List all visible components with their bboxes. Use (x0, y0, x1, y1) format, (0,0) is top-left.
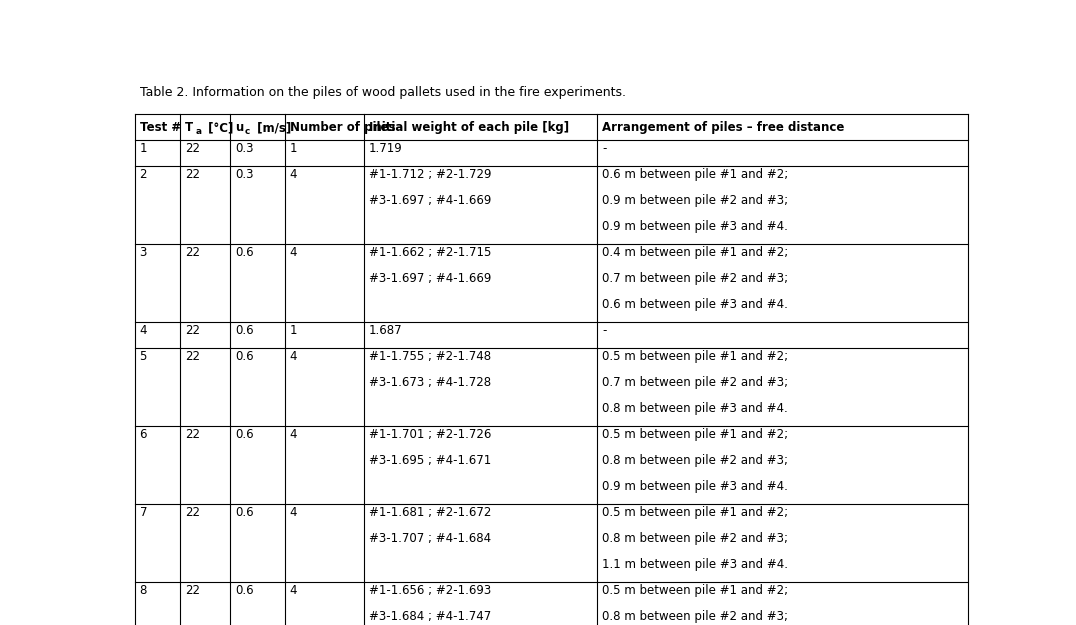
Text: 22: 22 (185, 584, 200, 597)
Text: 8: 8 (140, 584, 147, 597)
Text: c: c (244, 127, 250, 136)
Text: #1-1.701 ; #2-1.726: #1-1.701 ; #2-1.726 (369, 428, 492, 441)
Text: 0.6: 0.6 (236, 350, 254, 363)
Text: #3-1.673 ; #4-1.728: #3-1.673 ; #4-1.728 (369, 376, 491, 389)
Text: -: - (603, 324, 607, 338)
Text: u: u (236, 121, 243, 134)
Text: #1-1.712 ; #2-1.729: #1-1.712 ; #2-1.729 (369, 168, 492, 181)
Text: 7: 7 (140, 506, 147, 519)
Text: 4: 4 (289, 584, 297, 597)
Text: 1: 1 (140, 142, 147, 156)
Text: 0.3: 0.3 (236, 142, 254, 156)
Text: #3-1.707 ; #4-1.684: #3-1.707 ; #4-1.684 (369, 532, 491, 545)
Text: 22: 22 (185, 168, 200, 181)
Text: #1-1.681 ; #2-1.672: #1-1.681 ; #2-1.672 (369, 506, 492, 519)
Text: 0.8 m between pile #3 and #4.: 0.8 m between pile #3 and #4. (603, 402, 788, 415)
Text: 4: 4 (289, 350, 297, 363)
Text: 0.6: 0.6 (236, 506, 254, 519)
Text: T: T (185, 121, 194, 134)
Text: 6: 6 (140, 428, 147, 441)
Text: 0.9 m between pile #3 and #4.: 0.9 m between pile #3 and #4. (603, 221, 789, 233)
Text: 0.4 m between pile #1 and #2;: 0.4 m between pile #1 and #2; (603, 246, 789, 259)
Text: 1: 1 (289, 142, 297, 156)
Text: 5: 5 (140, 350, 147, 363)
Text: 1.1 m between pile #3 and #4.: 1.1 m between pile #3 and #4. (603, 558, 789, 571)
Text: 4: 4 (289, 168, 297, 181)
Text: Test #: Test # (140, 121, 181, 134)
Text: #3-1.697 ; #4-1.669: #3-1.697 ; #4-1.669 (369, 272, 492, 285)
Text: 0.6 m between pile #1 and #2;: 0.6 m between pile #1 and #2; (603, 168, 789, 181)
Text: 22: 22 (185, 324, 200, 338)
Text: [°C]: [°C] (203, 121, 233, 134)
Text: 0.6: 0.6 (236, 584, 254, 597)
Text: 0.5 m between pile #1 and #2;: 0.5 m between pile #1 and #2; (603, 428, 789, 441)
Text: 0.8 m between pile #2 and #3;: 0.8 m between pile #2 and #3; (603, 610, 789, 623)
Text: -: - (603, 142, 607, 156)
Text: 3: 3 (140, 246, 147, 259)
Text: Number of piles: Number of piles (289, 121, 395, 134)
Text: Table 2. Information on the piles of wood pallets used in the fire experiments.: Table 2. Information on the piles of woo… (140, 86, 625, 99)
Text: 22: 22 (185, 350, 200, 363)
Text: 4: 4 (289, 246, 297, 259)
Text: 4: 4 (289, 506, 297, 519)
Text: 0.8 m between pile #2 and #3;: 0.8 m between pile #2 and #3; (603, 454, 789, 468)
Text: 0.7 m between pile #2 and #3;: 0.7 m between pile #2 and #3; (603, 376, 789, 389)
Text: #3-1.695 ; #4-1.671: #3-1.695 ; #4-1.671 (369, 454, 491, 468)
Text: 0.5 m between pile #1 and #2;: 0.5 m between pile #1 and #2; (603, 584, 789, 597)
Text: 1: 1 (289, 324, 297, 338)
Text: 22: 22 (185, 428, 200, 441)
Text: Arrangement of piles – free distance: Arrangement of piles – free distance (603, 121, 845, 134)
Text: 0.7 m between pile #2 and #3;: 0.7 m between pile #2 and #3; (603, 272, 789, 285)
Text: [m/s]: [m/s] (253, 121, 292, 134)
Text: 0.8 m between pile #2 and #3;: 0.8 m between pile #2 and #3; (603, 532, 789, 545)
Text: 1.719: 1.719 (369, 142, 402, 156)
Text: 0.5 m between pile #1 and #2;: 0.5 m between pile #1 and #2; (603, 350, 789, 363)
Text: 2: 2 (140, 168, 147, 181)
Text: #1-1.656 ; #2-1.693: #1-1.656 ; #2-1.693 (369, 584, 491, 597)
Text: 22: 22 (185, 506, 200, 519)
Text: 1.687: 1.687 (369, 324, 402, 338)
Text: 0.6 m between pile #3 and #4.: 0.6 m between pile #3 and #4. (603, 298, 789, 311)
Text: #3-1.697 ; #4-1.669: #3-1.697 ; #4-1.669 (369, 194, 492, 208)
Text: #3-1.684 ; #4-1.747: #3-1.684 ; #4-1.747 (369, 610, 491, 623)
Text: 22: 22 (185, 142, 200, 156)
Text: 0.3: 0.3 (236, 168, 254, 181)
Text: #1-1.662 ; #2-1.715: #1-1.662 ; #2-1.715 (369, 246, 492, 259)
Text: 0.9 m between pile #2 and #3;: 0.9 m between pile #2 and #3; (603, 194, 789, 208)
Text: 0.5 m between pile #1 and #2;: 0.5 m between pile #1 and #2; (603, 506, 789, 519)
Text: 0.6: 0.6 (236, 324, 254, 338)
Text: Initial weight of each pile [kg]: Initial weight of each pile [kg] (369, 121, 569, 134)
Text: 0.6: 0.6 (236, 428, 254, 441)
Text: 4: 4 (140, 324, 147, 338)
Text: 0.9 m between pile #3 and #4.: 0.9 m between pile #3 and #4. (603, 480, 789, 493)
Text: a: a (196, 127, 201, 136)
Text: 22: 22 (185, 246, 200, 259)
Text: #1-1.755 ; #2-1.748: #1-1.755 ; #2-1.748 (369, 350, 491, 363)
Text: 0.6: 0.6 (236, 246, 254, 259)
Text: 4: 4 (289, 428, 297, 441)
